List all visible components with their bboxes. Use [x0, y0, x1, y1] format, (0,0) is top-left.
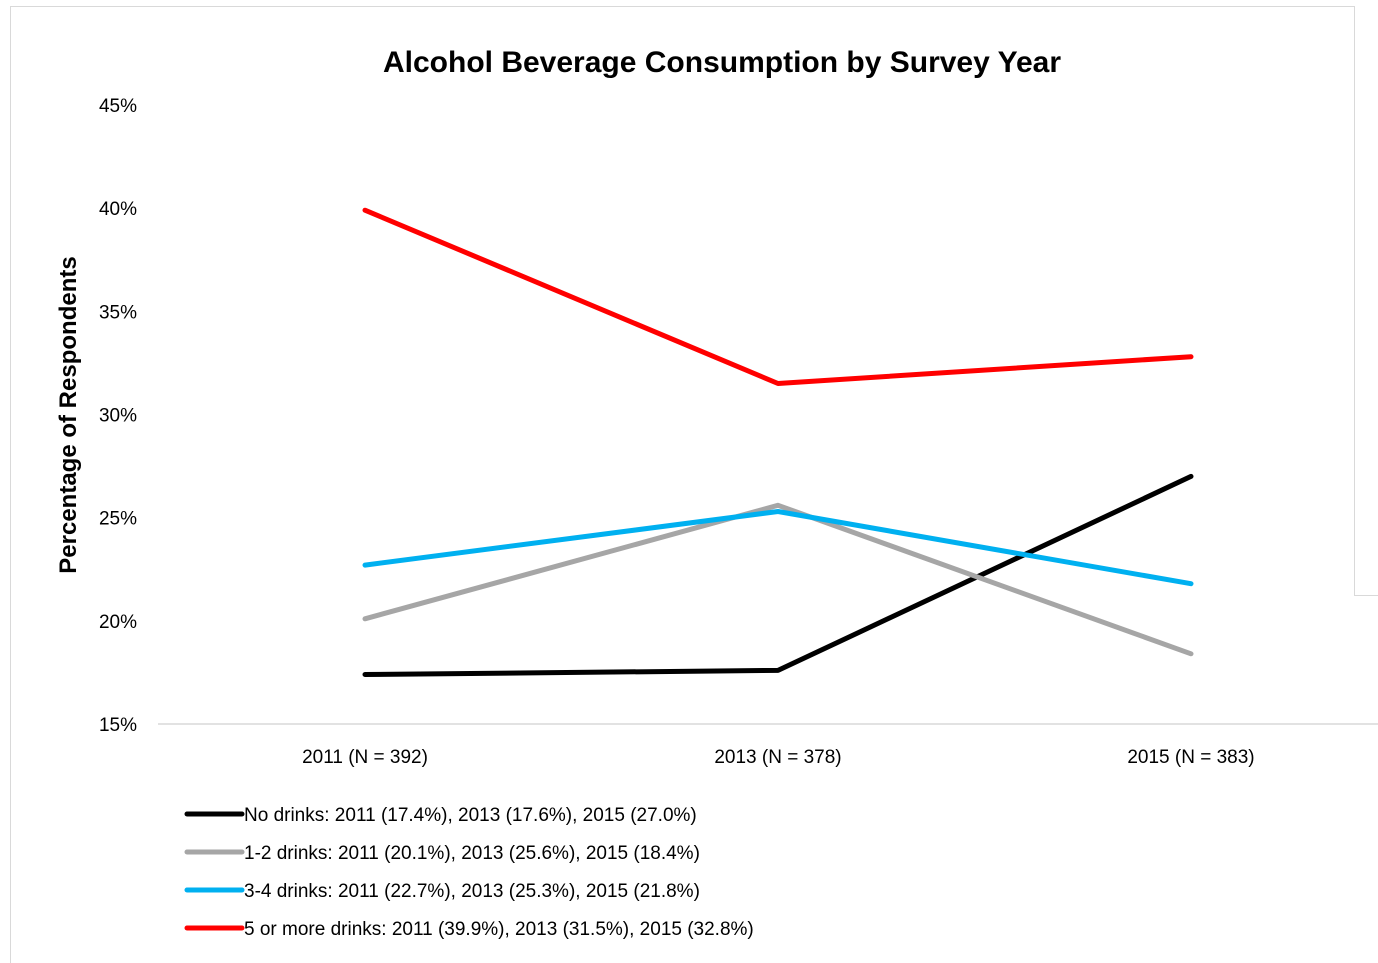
series-line-0 — [362, 473, 1194, 677]
series-line-1 — [362, 502, 1194, 657]
chart-frame-right-bottom — [1354, 595, 1378, 596]
x-tick-labels: 2011 (N = 392) 2013 (N = 378) 2015 (N = 38… — [302, 747, 1255, 768]
chart-frame-left — [10, 6, 11, 963]
chart-frame-right — [1354, 6, 1355, 596]
x-tick-label: 2011 (N = 392) — [302, 747, 428, 768]
y-tick-label: 40% — [99, 199, 137, 220]
series-line-3 — [362, 207, 1194, 386]
legend-entry-3: 5 or more drinks: 2011 (39.9%), 2013 (31… — [244, 919, 754, 940]
chart-title: Alcohol Beverage Consumption by Survey Y… — [383, 46, 1061, 79]
legend-entry-1: 1-2 drinks: 2011 (20.1%), 2013 (25.6%), … — [244, 843, 700, 864]
legend-entry-2: 3-4 drinks: 2011 (22.7%), 2013 (25.3%), … — [244, 881, 700, 902]
y-tick-label: 20% — [99, 612, 137, 633]
y-axis-label: Percentage of Respondents — [55, 256, 82, 573]
series-line-2 — [362, 509, 1194, 587]
legend: No drinks: 2011 (17.4%), 2013 (17.6%), 2… — [184, 805, 754, 940]
y-tick-label: 30% — [99, 406, 137, 427]
y-tick-label: 25% — [99, 509, 137, 530]
series-lines — [362, 207, 1194, 677]
y-tick-label: 35% — [99, 302, 137, 323]
y-tick-label: 15% — [99, 715, 137, 736]
legend-entry-0: No drinks: 2011 (17.4%), 2013 (17.6%), 2… — [244, 805, 697, 826]
y-tick-label: 45% — [99, 96, 137, 117]
x-tick-label: 2015 (N = 383) — [1127, 747, 1254, 768]
y-tick-labels: 15% 20% 25% 30% 35% 40% 45% — [99, 96, 137, 736]
x-tick-label: 2013 (N = 378) — [714, 747, 841, 768]
chart-frame-top — [10, 6, 1355, 7]
